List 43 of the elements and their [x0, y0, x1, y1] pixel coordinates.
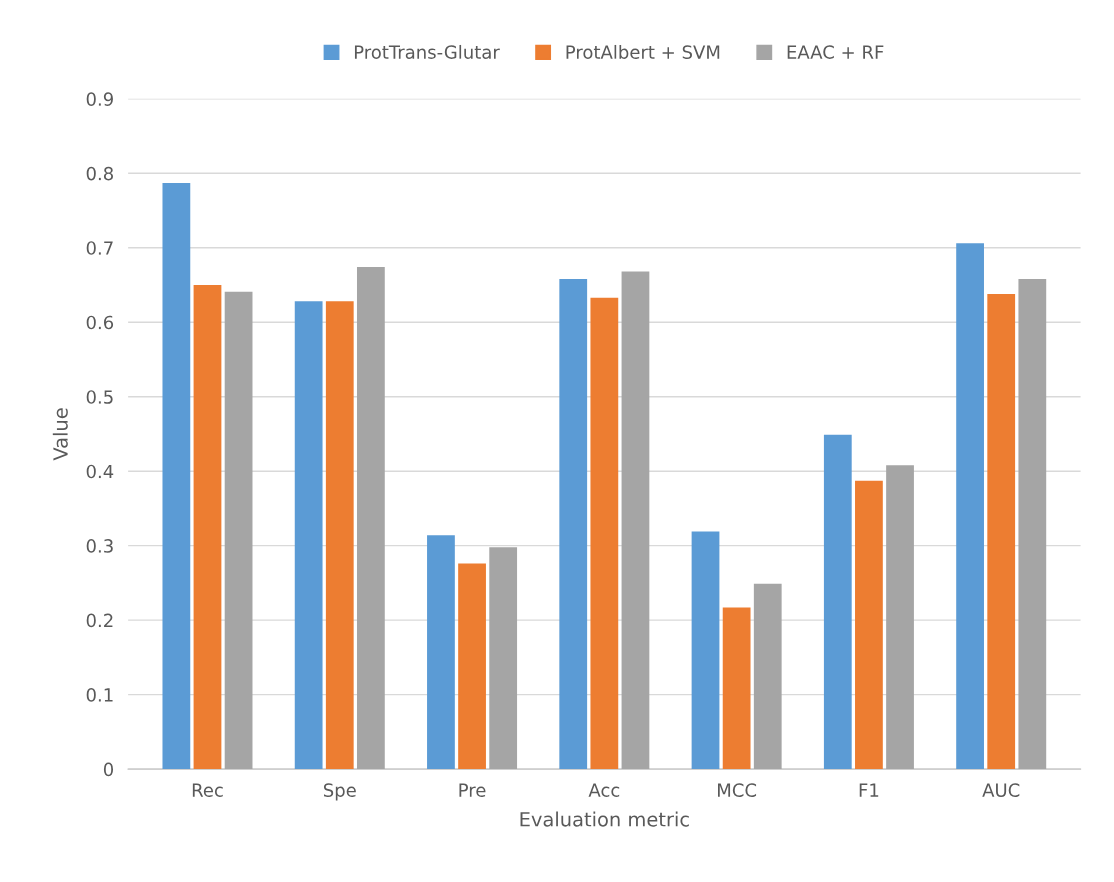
- bar: [956, 243, 984, 770]
- legend-label: ProtAlbert + SVM: [566, 44, 720, 59]
- x-tick-label: Pre: [459, 783, 486, 797]
- x-tick-label: Spe: [323, 783, 356, 801]
- bar: [590, 297, 619, 770]
- bar: [193, 284, 222, 770]
- bar: [886, 465, 914, 770]
- x-tick-label: AUC: [982, 783, 1020, 797]
- y-tick-label: 0: [103, 762, 114, 777]
- y-tick-label: 0.7: [86, 241, 113, 255]
- y-tick-label: 0.3: [86, 539, 113, 553]
- bar: [691, 531, 720, 770]
- legend-label: ProtTrans-Glutar: [354, 44, 500, 59]
- bar: [722, 607, 751, 770]
- bar: [162, 182, 191, 770]
- bar: [621, 271, 650, 770]
- bar: [489, 547, 518, 770]
- bar: [1018, 279, 1047, 770]
- y-tick-label: 0.4: [86, 464, 114, 479]
- x-tick-label: Acc: [588, 783, 620, 797]
- bar: [427, 535, 455, 770]
- bar: [458, 563, 486, 770]
- bar: [356, 267, 385, 770]
- y-tick-label: 0.1: [86, 688, 113, 702]
- bar: [823, 434, 852, 770]
- y-tick-label: 0.2: [86, 613, 113, 628]
- bar: [753, 583, 782, 770]
- x-tick-label: MCC: [718, 783, 757, 797]
- y-tick-label: 0.6: [86, 315, 114, 330]
- x-axis-title: Evaluation metric: [520, 811, 689, 827]
- bar: [559, 279, 588, 770]
- bar: [325, 301, 354, 770]
- y-axis-title: Value: [52, 408, 68, 461]
- x-tick-label: F1: [859, 783, 879, 797]
- bar: [987, 293, 1016, 770]
- legend-label: EAAC + RF: [787, 45, 884, 59]
- bar: [224, 291, 253, 770]
- x-tick-label: Rec: [192, 783, 223, 797]
- y-tick-label: 0.8: [86, 166, 113, 181]
- y-tick-label: 0.5: [86, 390, 113, 404]
- bar: [294, 301, 323, 770]
- y-tick-label: 0.9: [86, 92, 113, 106]
- bar: [855, 480, 883, 770]
